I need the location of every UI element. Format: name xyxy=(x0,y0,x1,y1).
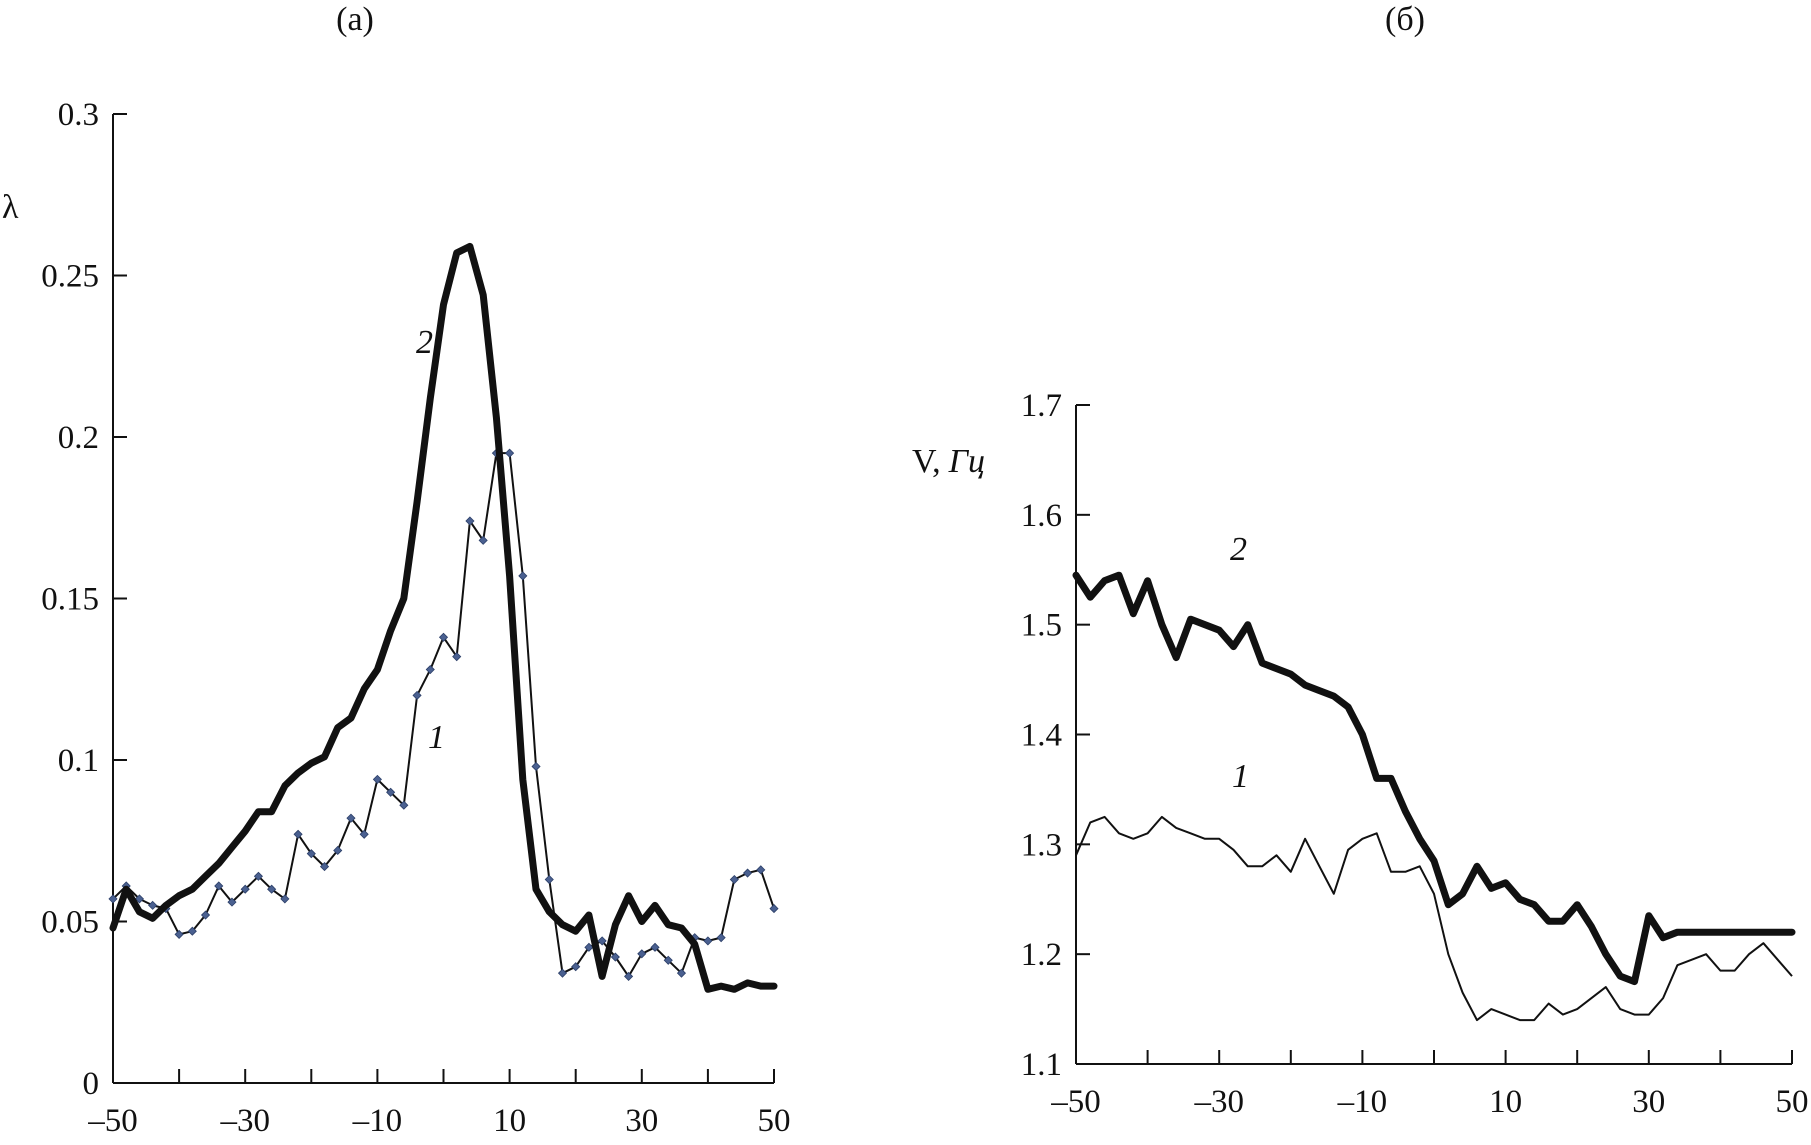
data-point-a-1 xyxy=(729,874,739,885)
data-point-a-1 xyxy=(505,448,515,458)
y-tick-label-b: 1.6 xyxy=(1021,498,1062,534)
data-point-a-1 xyxy=(663,955,673,965)
data-point-a-1 xyxy=(518,571,528,581)
series-label-a-1: 1 xyxy=(428,719,445,756)
series-label-b-2: 2 xyxy=(1230,531,1247,568)
chart-panel-b: (б) V, Гц 1.11.21.31.41.51.61.7–50 –30 –10 1… xyxy=(912,1,1809,1120)
data-point-a-1 xyxy=(452,652,462,662)
y-tick-label-b: 1.4 xyxy=(1021,718,1062,754)
x-tick-label-b: 50 xyxy=(1776,1084,1809,1120)
data-point-a-1 xyxy=(346,813,356,823)
series-group-a xyxy=(108,242,779,993)
data-point-a-1 xyxy=(108,894,118,904)
data-point-a-1 xyxy=(478,535,488,545)
data-point-a-1 xyxy=(280,894,290,904)
data-point-a-1 xyxy=(637,949,647,959)
series-line-a-2 xyxy=(109,242,778,993)
y-tick-label-a: 0.3 xyxy=(58,97,99,133)
y-tick-label-a: 0.15 xyxy=(41,582,99,618)
data-point-a-1 xyxy=(571,962,581,972)
data-point-a-1 xyxy=(425,664,435,675)
x-tick-label-a: 30 xyxy=(625,1103,658,1139)
data-point-a-1 xyxy=(676,968,687,978)
x-tick-label-a: –50 xyxy=(87,1103,138,1139)
data-point-a-1 xyxy=(200,910,211,920)
x-tick-label-b: 30 xyxy=(1632,1084,1665,1120)
y-tick-label-b: 1.7 xyxy=(1021,388,1062,424)
series-line-b-2 xyxy=(1072,571,1796,986)
data-point-a-1 xyxy=(584,942,594,952)
data-point-a-1 xyxy=(438,632,449,642)
data-point-a-1 xyxy=(412,690,422,700)
y-axis-label-a: λ xyxy=(2,189,19,226)
data-point-a-1 xyxy=(465,516,475,526)
data-point-a-1 xyxy=(293,829,303,839)
data-point-a-1 xyxy=(703,936,713,946)
data-point-a-1 xyxy=(557,968,568,978)
series-group-b xyxy=(1072,571,1796,1022)
x-tick-label-b: 10 xyxy=(1489,1084,1522,1120)
y-tick-label-a: 0.25 xyxy=(41,259,99,295)
y-axis-label-b-var: V, xyxy=(912,443,941,480)
data-point-a-1 xyxy=(333,845,343,856)
data-point-a-1 xyxy=(227,897,237,907)
data-point-a-1 xyxy=(386,787,396,797)
x-tick-label-a: 50 xyxy=(758,1103,791,1139)
data-point-a-1 xyxy=(650,942,660,952)
data-point-a-1 xyxy=(359,829,369,839)
data-point-a-1 xyxy=(148,900,158,910)
x-tick-label-b: –30 xyxy=(1193,1084,1244,1120)
data-point-a-1 xyxy=(187,926,197,936)
series-line-b-1 xyxy=(1075,815,1793,1022)
data-point-a-1 xyxy=(372,774,382,784)
x-tick-label-a: –10 xyxy=(352,1103,403,1139)
y-tick-label-a: 0.1 xyxy=(58,743,99,779)
data-point-a-1 xyxy=(134,894,145,904)
series-label-a-2: 2 xyxy=(416,324,433,361)
data-point-a-1 xyxy=(610,952,620,962)
data-point-a-1 xyxy=(624,971,634,981)
data-point-a-1 xyxy=(531,761,541,772)
y-axis-label-b: V, Гц xyxy=(912,443,985,480)
data-point-a-1 xyxy=(597,936,607,946)
data-point-a-1 xyxy=(214,881,224,891)
data-point-a-1 xyxy=(756,865,766,875)
ticks-a: 0 0.05 0.1 0.15 0.2 0.25 0.3 –50 –30 –10 10 30 50 xyxy=(41,97,790,1139)
data-point-a-1 xyxy=(240,884,250,894)
x-tick-label-b: –50 xyxy=(1050,1084,1101,1120)
x-tick-label-a: –30 xyxy=(219,1103,270,1139)
data-point-a-1 xyxy=(174,929,184,939)
y-tick-label-a: 0 xyxy=(83,1066,100,1102)
data-point-a-1 xyxy=(253,871,263,881)
data-point-a-1 xyxy=(399,800,409,810)
series-line-a-1 xyxy=(112,452,775,978)
chart-panel-a: (a) λ 0 0.05 0.1 0.15 0.2 0.25 0.3 –50 –30 –10 10 3… xyxy=(2,1,791,1139)
x-tick-label-b: –10 xyxy=(1337,1084,1388,1120)
data-point-a-1 xyxy=(306,849,316,859)
y-tick-label-b: 1.3 xyxy=(1021,827,1062,863)
data-point-a-1 xyxy=(742,868,753,878)
panel-label-a: (a) xyxy=(336,1,374,38)
data-point-a-1 xyxy=(769,904,779,914)
y-tick-label-b: 1.1 xyxy=(1021,1047,1062,1083)
y-tick-label-b: 1.2 xyxy=(1021,937,1062,973)
x-tick-label-a: 10 xyxy=(493,1103,526,1139)
y-tick-label-a: 0.05 xyxy=(41,905,99,941)
y-axis-label-b-unit: Гц xyxy=(948,443,985,480)
series-label-b-1: 1 xyxy=(1232,758,1249,795)
data-point-a-1 xyxy=(267,884,277,894)
y-tick-label-a: 0.2 xyxy=(58,420,99,456)
ticks-b: 1.1 1.2 1.3 1.4 1.5 1.6 1.7 –50 –30 –10 10 30 50 xyxy=(1021,388,1809,1120)
data-point-a-1 xyxy=(319,862,330,872)
data-point-a-1 xyxy=(544,874,554,885)
y-tick-label-b: 1.5 xyxy=(1021,608,1062,644)
panel-label-b: (б) xyxy=(1385,1,1425,38)
data-point-a-1 xyxy=(716,933,726,943)
